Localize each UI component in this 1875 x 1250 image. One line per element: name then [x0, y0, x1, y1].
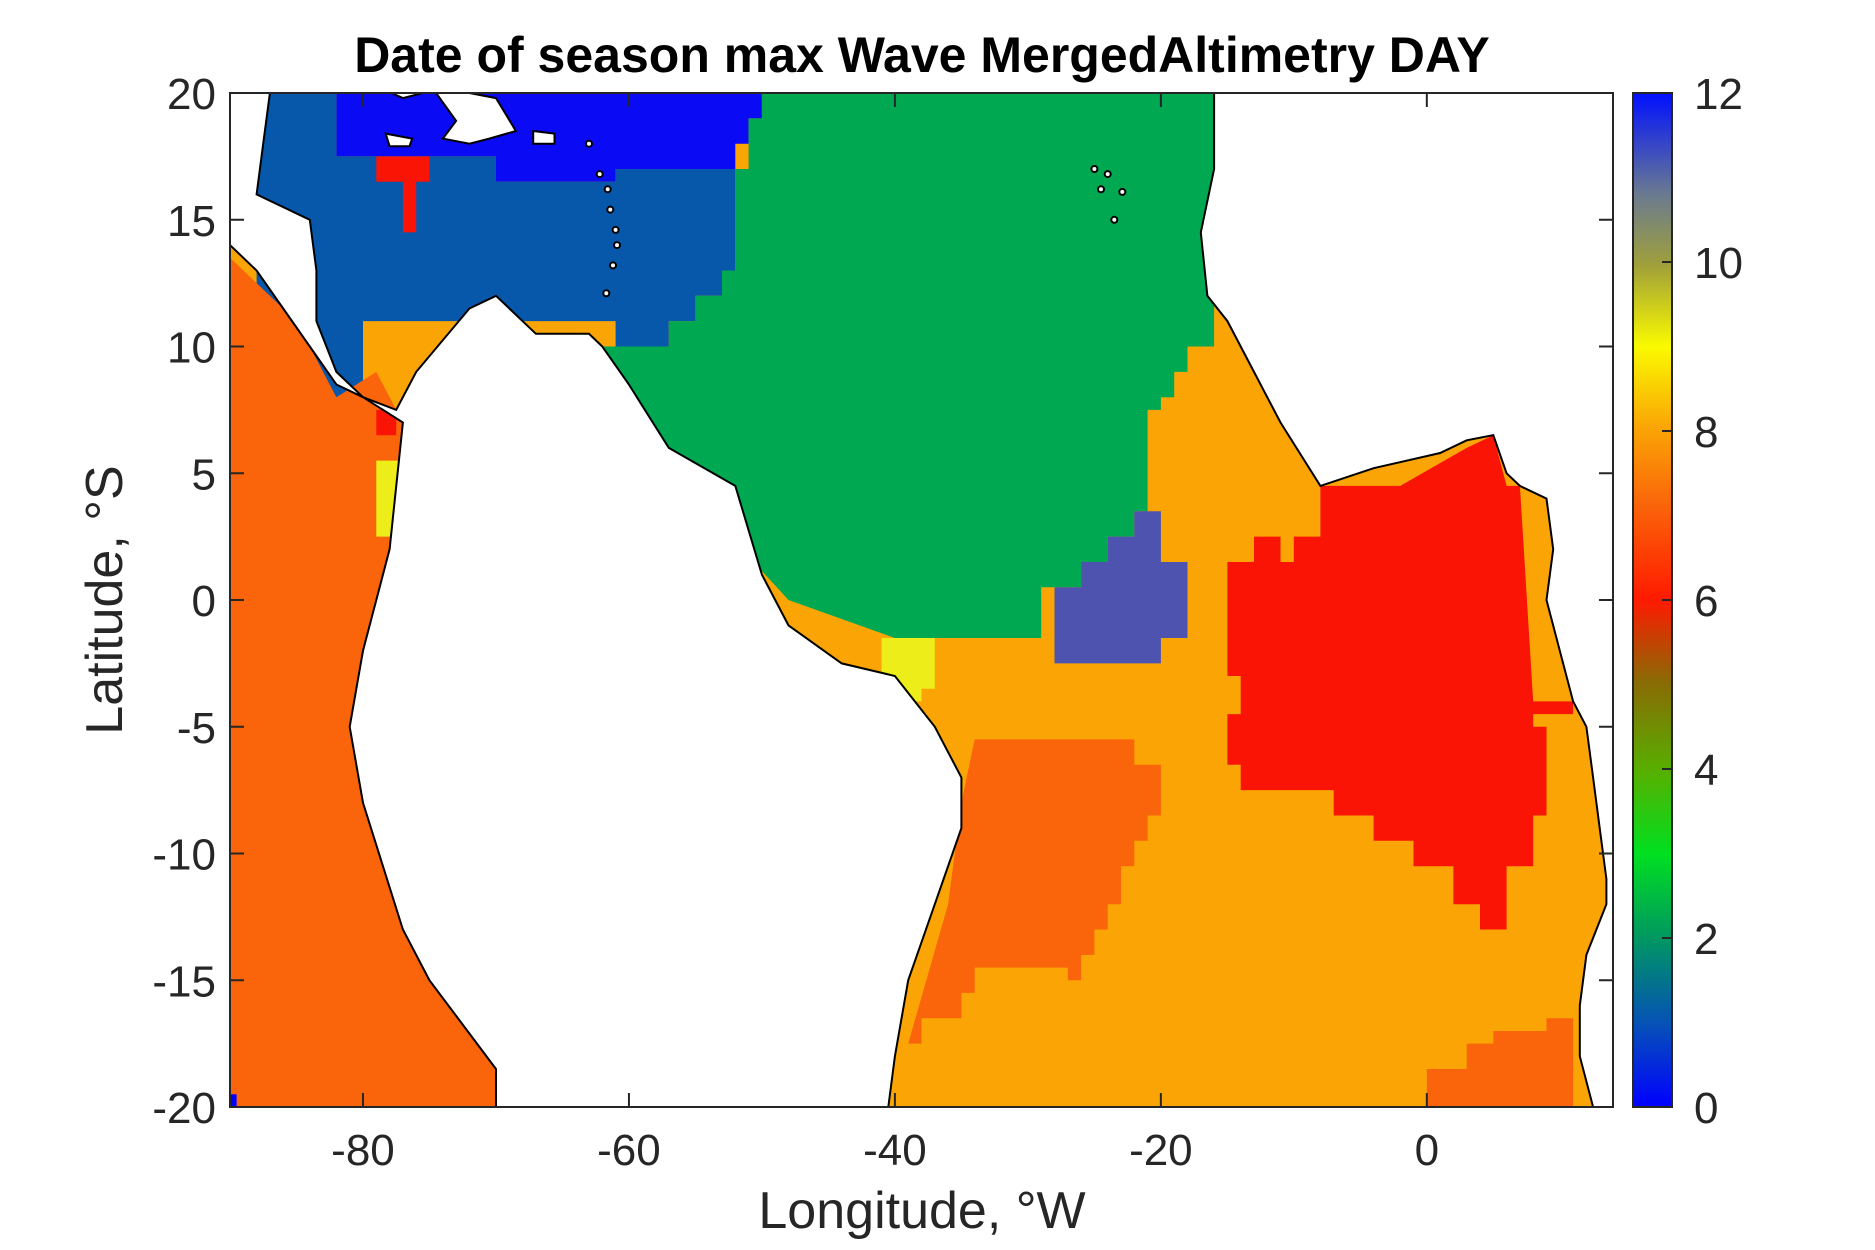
- y-axis-ticks: 20 15 10 5 0 -5 -10 -15 -20: [152, 70, 1613, 1133]
- land-puerto-rico: [532, 129, 556, 145]
- red-t-feature: [376, 156, 430, 233]
- y-tick-label: -15: [152, 957, 216, 1006]
- corner-blue-cell: [230, 1094, 237, 1107]
- region-caribbean-sea: [256, 93, 736, 398]
- small-island: [609, 261, 617, 270]
- colorbar-tick-label: 10: [1694, 239, 1743, 288]
- region-gulf-of-guinea-red: [1227, 435, 1574, 930]
- x-tick-label: -40: [863, 1126, 927, 1175]
- region-angola-orange: [1426, 1018, 1574, 1107]
- small-island: [602, 289, 611, 298]
- land-south-america: [348, 294, 963, 1107]
- x-tick-label: 0: [1415, 1126, 1439, 1175]
- heatmap-regions: [230, 93, 1574, 1107]
- colorbar-tick-label: 6: [1694, 577, 1718, 626]
- colorbar-tick-label: 12: [1694, 70, 1743, 119]
- small-island: [1090, 165, 1099, 173]
- y-tick-label: 0: [192, 577, 216, 626]
- small-island: [613, 241, 621, 250]
- colorbar-tick-label: 8: [1694, 408, 1718, 457]
- region-equatorial-blue-patch: [1054, 511, 1188, 664]
- y-tick-label: 15: [167, 197, 216, 246]
- x-tick-label: -20: [1129, 1126, 1193, 1175]
- y-tick-label: -5: [177, 704, 216, 753]
- colorbar-ticks: 12 10 8 6 4 2 0: [1662, 70, 1743, 1133]
- x-tick-label: -80: [331, 1126, 395, 1175]
- colorbar-tick-label: 0: [1694, 1084, 1718, 1133]
- land-jamaica: [384, 132, 414, 148]
- land-cuba: [389, 93, 427, 100]
- y-tick-label: 20: [167, 70, 216, 119]
- chart-title: Date of season max Wave MergedAltimetry …: [354, 27, 1490, 83]
- colorbar-tick-label: 4: [1694, 746, 1718, 795]
- y-tick-label: -20: [152, 1084, 216, 1133]
- region-pacific-orange: [230, 257, 496, 1107]
- y-axis-label: Latitude, °S: [76, 465, 134, 734]
- small-island: [595, 170, 604, 179]
- map-plot-area: [230, 93, 1613, 1107]
- x-axis-ticks: -80 -60 -40 -20 0: [331, 93, 1439, 1175]
- small-island: [1103, 170, 1112, 179]
- land-africa: [1199, 93, 1613, 1107]
- land-hispaniola: [434, 93, 518, 145]
- x-axis-label: Longitude, °W: [758, 1182, 1085, 1240]
- small-island: [585, 139, 593, 148]
- small-island: [1110, 215, 1119, 224]
- small-island: [606, 205, 615, 214]
- small-island: [1097, 185, 1105, 194]
- x-tick-label: -60: [597, 1126, 661, 1175]
- region-north-atlantic: [602, 93, 1215, 638]
- y-tick-label: 10: [167, 324, 216, 373]
- small-island: [603, 185, 612, 194]
- small-island: [1118, 187, 1127, 196]
- colorbar-tick-label: 2: [1694, 915, 1718, 964]
- land-yucatan: [230, 93, 364, 399]
- y-tick-label: 5: [192, 450, 216, 499]
- small-island: [611, 225, 620, 234]
- land-masses: [230, 93, 1613, 1107]
- region-south-atlantic-orange-west: [908, 739, 1161, 1044]
- y-tick-label: -10: [152, 831, 216, 880]
